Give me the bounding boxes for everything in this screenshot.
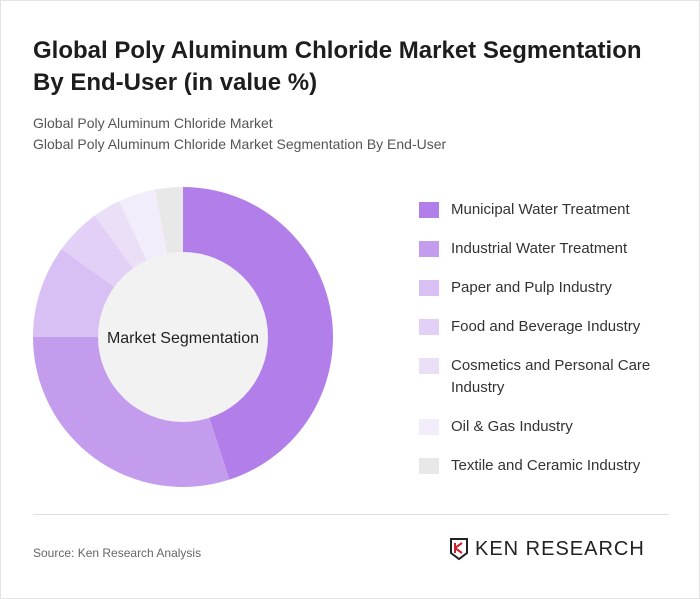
legend-item: Oil & Gas Industry [419, 416, 679, 438]
logo-icon [450, 538, 468, 561]
legend-label: Municipal Water Treatment [451, 201, 630, 218]
legend-swatch [419, 202, 439, 218]
chart-title: Global Poly Aluminum Chloride Market Seg… [33, 37, 642, 96]
legend-swatch [419, 358, 439, 374]
legend-label: Cosmetics and Personal Care Industry [451, 357, 651, 396]
legend-item: Municipal Water Treatment [419, 199, 679, 221]
center-label: Market Segmentation [107, 330, 259, 347]
donut-center [98, 252, 268, 422]
legend-label: Textile and Ceramic Industry [451, 457, 641, 474]
logo-text: KEN RESEARCH [475, 537, 645, 560]
subtitle: Global Poly Aluminum Chloride Market [33, 115, 273, 131]
legend-swatch [419, 319, 439, 335]
legend-swatch [419, 280, 439, 296]
donut-chart: Market Segmentation [33, 187, 334, 487]
legend-swatch [419, 419, 439, 435]
legend-label: Industrial Water Treatment [451, 240, 628, 257]
legend-swatch [419, 458, 439, 474]
source-text: Source: Ken Research Analysis [33, 546, 202, 560]
legend-item: Food and Beverage Industry [419, 316, 679, 338]
legend-item: Industrial Water Treatment [419, 238, 679, 260]
ken-research-logo: KEN RESEARCH [449, 537, 645, 561]
legend-label: Food and Beverage Industry [451, 318, 641, 335]
legend-item: Cosmetics and Personal Care Industry [419, 355, 679, 399]
divider [33, 514, 669, 515]
subtitle-2: Global Poly Aluminum Chloride Market Seg… [33, 136, 447, 152]
legend-item: Paper and Pulp Industry [419, 277, 679, 299]
legend: Municipal Water Treatment Industrial Wate… [419, 199, 679, 494]
legend-item: Textile and Ceramic Industry [419, 455, 679, 477]
legend-label: Oil & Gas Industry [451, 418, 573, 435]
legend-label: Paper and Pulp Industry [451, 279, 612, 296]
legend-swatch [419, 241, 439, 257]
